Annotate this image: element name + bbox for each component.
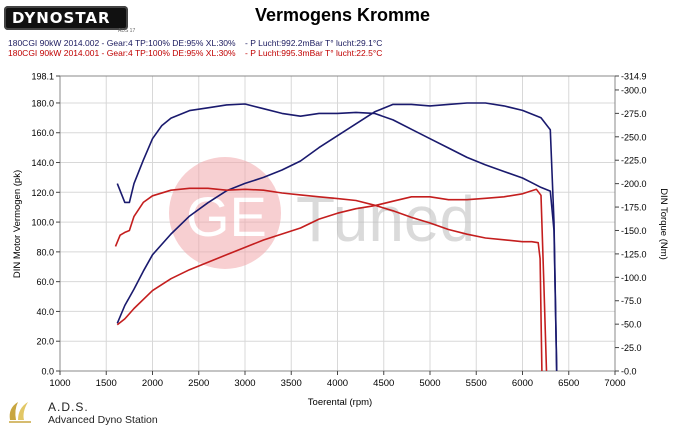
run-info-1: 180CGI 90kW 2014.002 - Gear:4 TP:100% DE…	[8, 38, 383, 48]
y-left-tick-label: 80.0	[36, 247, 54, 257]
y-right-axis-label: DIN Torque (Nm)	[658, 188, 669, 260]
y-right-tick-label: -200.0	[621, 179, 647, 189]
y-right-tick-label: -314.9	[621, 72, 647, 82]
x-tick-label: 5000	[419, 378, 440, 389]
y-left-tick-label: 100.0	[31, 218, 54, 228]
series-power-run1	[116, 102, 558, 372]
y-right-tick-label: -275.0	[621, 109, 647, 119]
x-tick-label: 3000	[234, 378, 255, 389]
y-right-tick-label: -175.0	[621, 203, 647, 213]
y-right-tick-label: -250.0	[621, 132, 647, 142]
y-left-tick-label: 60.0	[36, 277, 54, 287]
y-right-tick-label: -100.0	[621, 273, 647, 283]
y-right-tick-label: -75.0	[621, 296, 642, 306]
x-tick-label: 5500	[466, 378, 487, 389]
y-left-tick-label: 120.0	[31, 188, 54, 198]
y-right-tick-label: -0.0	[621, 367, 637, 377]
x-tick-label: 7000	[604, 378, 625, 389]
y-left-tick-label: 140.0	[31, 158, 54, 168]
watermark-circle	[169, 157, 281, 269]
footer-subtitle: Advanced Dyno Station	[48, 414, 158, 426]
x-tick-label: 4000	[327, 378, 348, 389]
y-right-tick-label: -300.0	[621, 85, 647, 95]
chart-series	[114, 102, 558, 372]
y-right-tick-label: -50.0	[621, 320, 642, 330]
ads-logo-icon	[9, 402, 31, 423]
y-left-tick-label: 0.0	[41, 367, 54, 377]
y-left-axis-label: DIN Motor Vermogen (pk)	[12, 170, 23, 278]
logo-subtext: ADS 17	[118, 28, 136, 34]
series-torque-run2	[114, 187, 543, 372]
x-tick-label: 1000	[49, 378, 70, 389]
y-right-tick-label: -150.0	[621, 226, 647, 236]
run-info-2: 180CGI 90kW 2014.001 - Gear:4 TP:100% DE…	[8, 48, 383, 58]
watermark-ge: GE	[186, 185, 267, 248]
y-left-tick-label: 160.0	[31, 128, 54, 138]
series-power-run2	[116, 188, 548, 372]
x-tick-label: 6000	[512, 378, 533, 389]
x-tick-label: 1500	[96, 378, 117, 389]
x-tick-label: 6500	[558, 378, 579, 389]
y-right-tick-label: -225.0	[621, 156, 647, 166]
x-tick-label: 2500	[188, 378, 209, 389]
getuned-watermark: GE Tuned	[169, 157, 475, 269]
y-left-ticks: 0.0 20.0 40.0 60.0 80.0 100.0 120.0 140.0 160.0 1…	[31, 72, 60, 377]
x-tick-label: 4500	[373, 378, 394, 389]
x-tick-label: 3500	[281, 378, 302, 389]
x-tick-label: 2000	[142, 378, 163, 389]
y-right-tick-label: -125.0	[621, 249, 647, 259]
dynostar-logo: DYNOSTAR	[4, 6, 128, 30]
y-right-ticks: -0.0 -25.0 -50.0 -75.0 -100.0 -125.0 -150.0 -17…	[615, 72, 647, 377]
watermark-tuned: Tuned	[296, 183, 475, 255]
x-axis-label: Toerental (rpm)	[308, 397, 372, 408]
y-right-tick-label: -25.0	[621, 343, 642, 353]
y-left-tick-label: 20.0	[36, 337, 54, 347]
series-torque-run1	[116, 103, 558, 372]
y-left-tick-label: 40.0	[36, 307, 54, 317]
y-left-tick-label: 198.1	[31, 72, 54, 82]
chart-title: Vermogens Kromme	[254, 5, 431, 25]
x-axis-ticks: 1000 1500 2000 2500 3000 3500 4000 4500 5000 5500…	[49, 371, 626, 389]
y-left-tick-label: 180.0	[31, 98, 54, 108]
footer-name: A.D.S.	[48, 400, 89, 414]
